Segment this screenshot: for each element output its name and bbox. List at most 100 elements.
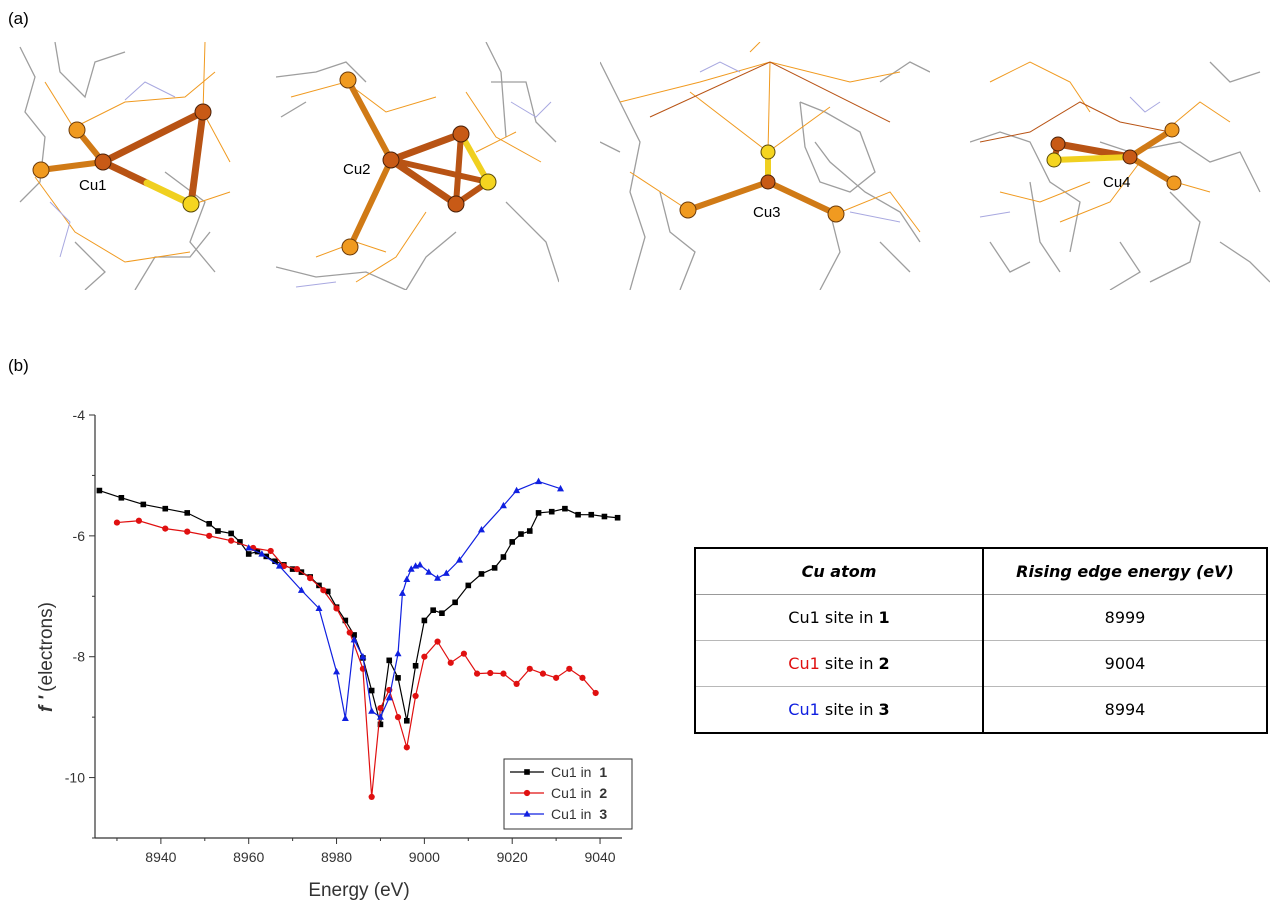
data-point — [118, 494, 125, 501]
data-point — [452, 599, 458, 606]
data-point — [548, 508, 555, 515]
x-tick-label: 8960 — [233, 849, 264, 865]
data-point — [324, 588, 331, 595]
data-point — [535, 510, 542, 516]
y-tick-label: -6 — [73, 528, 86, 544]
data-point — [535, 477, 543, 485]
data-point — [513, 486, 521, 494]
legend-label: Cu1 in 2 — [551, 785, 607, 801]
data-point — [499, 501, 507, 509]
data-point — [215, 528, 221, 534]
data-point — [394, 649, 402, 657]
data-point — [289, 566, 296, 572]
panel-a-label: (a) — [8, 9, 29, 28]
legend-marker — [524, 769, 530, 775]
data-point — [588, 511, 595, 518]
cu4-coordination-structure: Cu4 — [970, 42, 1270, 290]
data-point — [412, 662, 419, 669]
data-point — [460, 650, 467, 657]
series-1 — [96, 487, 621, 728]
x-tick-label: 8940 — [145, 849, 176, 865]
series-line — [99, 489, 618, 725]
energy-cell: 9004 — [983, 640, 1267, 687]
data-point — [447, 659, 454, 666]
cu1-label: Cu1 — [79, 177, 107, 194]
legend-label: Cu1 in 3 — [551, 806, 607, 822]
legend-marker — [523, 810, 531, 817]
site-name: Cu1 — [788, 654, 820, 673]
cu2-label: Cu2 — [343, 161, 371, 178]
legend-label: Cu1 in 1 — [551, 764, 607, 780]
data-point — [394, 714, 402, 721]
table-row: Cu1 site in 3 8994 — [695, 686, 1267, 733]
data-point — [473, 670, 481, 677]
data-point — [421, 653, 428, 660]
site-name: Cu1 — [788, 608, 820, 627]
data-point — [368, 687, 375, 694]
data-point — [465, 582, 472, 589]
data-point — [206, 520, 212, 527]
data-point — [614, 514, 621, 521]
data-point — [557, 484, 565, 492]
data-point — [434, 638, 441, 645]
data-point — [416, 561, 424, 568]
chart-axes: 8940 8960 8980 9000 9020 9040 -10 -8 -6 -4 — [65, 407, 622, 865]
data-point — [500, 554, 507, 560]
data-point — [562, 505, 568, 512]
data-point — [245, 551, 252, 557]
data-point — [398, 589, 406, 596]
data-point — [258, 550, 266, 557]
data-point — [346, 629, 353, 636]
x-tick-label: 9000 — [409, 849, 440, 865]
chart-legend: Cu1 in 1 Cu1 in 2 Cu1 in 3 — [503, 758, 633, 830]
data-point — [275, 562, 283, 569]
data-point — [351, 632, 357, 638]
data-point — [184, 528, 191, 535]
data-point — [297, 586, 305, 593]
x-tick-label: 8980 — [321, 849, 352, 865]
data-point — [592, 689, 599, 697]
data-point — [96, 487, 103, 494]
series-3 — [245, 477, 565, 721]
data-point — [228, 537, 235, 544]
data-point — [228, 530, 234, 537]
cu4-label: Cu4 — [1103, 174, 1131, 191]
site-name: Cu1 — [788, 700, 820, 719]
y-axis-label: f ' (electrons) — [36, 602, 57, 712]
y-axis-symbol: f ' — [36, 694, 57, 712]
data-point — [206, 532, 213, 539]
data-point — [368, 707, 376, 714]
x-axis-label: Energy (eV) — [308, 880, 409, 901]
data-point — [553, 674, 560, 681]
table-row: Cu1 site in 1 8999 — [695, 594, 1267, 641]
table-header-row: Cu atom Rising edge energy (eV) — [695, 548, 1267, 595]
data-point — [526, 528, 533, 534]
chart-series — [96, 477, 621, 801]
data-point — [385, 694, 393, 701]
data-point — [342, 617, 349, 624]
data-point — [333, 668, 341, 675]
data-point — [245, 544, 253, 551]
data-point — [184, 510, 191, 516]
data-point — [320, 587, 327, 594]
data-point — [403, 744, 410, 751]
compound-number: 2 — [878, 654, 890, 673]
data-point — [439, 610, 445, 617]
data-point — [368, 793, 375, 801]
data-point — [377, 721, 384, 728]
site-text: site in — [819, 654, 879, 673]
data-point — [162, 525, 169, 532]
data-point — [491, 565, 498, 571]
data-point — [566, 665, 573, 672]
data-point — [267, 547, 274, 555]
cu3-label: Cu3 — [753, 204, 781, 221]
data-point — [359, 652, 367, 660]
data-point — [487, 669, 494, 677]
series-2 — [113, 517, 599, 801]
y-tick-label: -4 — [73, 407, 86, 423]
data-point — [162, 505, 169, 512]
data-point — [237, 539, 243, 545]
data-point — [500, 670, 507, 677]
data-point — [456, 556, 464, 563]
data-point — [434, 574, 442, 581]
